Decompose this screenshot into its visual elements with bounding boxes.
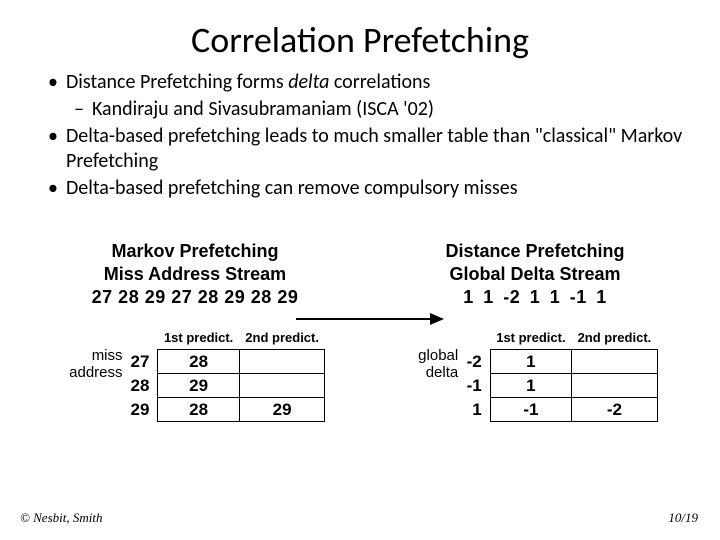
label-line: address — [65, 365, 123, 382]
slide-title: Correlation Prefetching — [0, 0, 720, 70]
bullet-sub-item: Kandiraju and Sivasubramaniam (ISCA '02) — [48, 97, 700, 122]
cell: 28 — [158, 350, 239, 374]
distance-table-wrap: global delta 1st predict. 2nd predict. -… — [370, 330, 700, 422]
table-header: 2nd predict. — [239, 330, 325, 350]
global-delta-label: global delta — [412, 330, 464, 422]
cell: 1 — [490, 350, 571, 374]
table-header: 2nd predict. — [572, 330, 658, 350]
copyright: © Nesbit, Smith — [20, 510, 102, 526]
bullet-text: correlations — [329, 70, 430, 94]
page-number: 10/19 — [668, 510, 698, 526]
distance-subtitle: Global Delta Stream — [370, 264, 700, 285]
row-key: -1 — [464, 374, 490, 398]
bullet-item: Distance Prefetching forms delta correla… — [48, 70, 700, 95]
miss-address-stream: 27 28 29 27 28 29 28 29 — [30, 287, 360, 308]
cell: 28 — [158, 398, 239, 422]
distance-column: Distance Prefetching Global Delta Stream… — [360, 241, 700, 422]
columns: Markov Prefetching Miss Address Stream 2… — [0, 241, 720, 422]
miss-address-label: miss address — [65, 330, 129, 422]
markov-column: Markov Prefetching Miss Address Stream 2… — [20, 241, 360, 422]
cell: -1 — [490, 398, 571, 422]
bullet-item: Delta-based prefetching leads to much sm… — [48, 124, 700, 174]
bullet-text-em: delta — [288, 70, 329, 94]
delta-stream: 1 1 -2 1 1 -1 1 — [370, 287, 700, 308]
markov-subtitle: Miss Address Stream — [30, 264, 360, 285]
table-row: 1 -1 -2 — [464, 398, 657, 422]
label-line: global — [412, 348, 458, 365]
markov-title: Markov Prefetching — [30, 241, 360, 262]
table-header-blank — [129, 330, 158, 350]
row-key: 29 — [129, 398, 158, 422]
table-row: 29 28 29 — [129, 398, 325, 422]
cell: 29 — [158, 374, 239, 398]
cell: 1 — [490, 374, 571, 398]
cell — [239, 350, 325, 374]
table-row: -1 1 — [464, 374, 657, 398]
bullet-text: Distance Prefetching forms — [66, 70, 288, 94]
markov-table-wrap: miss address 1st predict. 2nd predict. 2… — [30, 330, 360, 422]
row-key: 28 — [129, 374, 158, 398]
row-key: 27 — [129, 350, 158, 374]
table-row: 28 29 — [129, 374, 325, 398]
table-row: 27 28 — [129, 350, 325, 374]
distance-title: Distance Prefetching — [370, 241, 700, 262]
bullet-list: Distance Prefetching forms delta correla… — [0, 70, 720, 201]
label-line: delta — [412, 365, 458, 382]
cell: -2 — [572, 398, 658, 422]
markov-table: 1st predict. 2nd predict. 27 28 28 29 29… — [129, 330, 326, 422]
row-key: -2 — [464, 350, 490, 374]
cell: 29 — [239, 398, 325, 422]
bullet-item: Delta-based prefetching can remove compu… — [48, 176, 700, 201]
row-key: 1 — [464, 398, 490, 422]
distance-table: 1st predict. 2nd predict. -2 1 -1 1 1 -1… — [464, 330, 658, 422]
table-header: 1st predict. — [490, 330, 571, 350]
cell — [572, 350, 658, 374]
cell — [572, 374, 658, 398]
table-header-blank — [464, 330, 490, 350]
table-row: -2 1 — [464, 350, 657, 374]
label-line: miss — [65, 348, 123, 365]
table-header: 1st predict. — [158, 330, 239, 350]
cell — [239, 374, 325, 398]
